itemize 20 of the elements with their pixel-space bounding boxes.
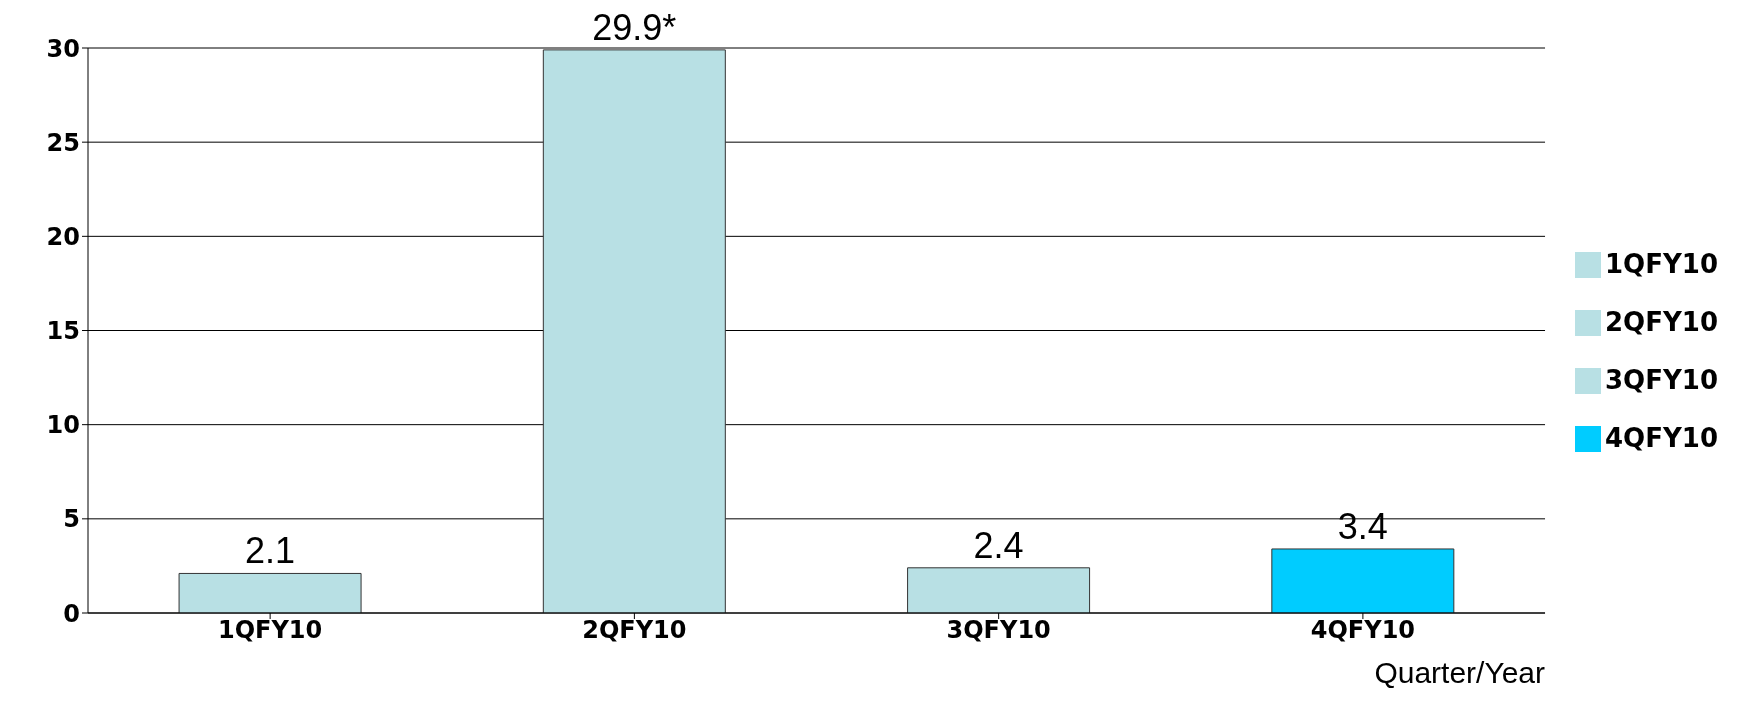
x-tick-label: 1QFY10	[217, 616, 323, 645]
x-tick-label: 4QFY10	[1310, 616, 1416, 645]
data-label: 2.1	[245, 530, 296, 572]
legend-label: 1QFY10	[1605, 248, 1718, 279]
y-tick-label: 10	[46, 411, 80, 440]
y-tick-label: 25	[46, 128, 80, 157]
legend-label: 4QFY10	[1605, 422, 1718, 453]
data-label: 2.4	[973, 524, 1024, 566]
x-tick-label: 3QFY10	[946, 616, 1051, 645]
x-tick-label: 2QFY10	[582, 616, 687, 645]
data-label: 3.4	[1337, 505, 1388, 547]
y-tick-label: 20	[46, 222, 80, 251]
legend-label: 2QFY10	[1605, 306, 1718, 337]
legend-label: 3QFY10	[1605, 364, 1718, 395]
y-tick-label: 30	[46, 34, 80, 63]
y-tick-label: 5	[63, 505, 80, 534]
x-axis-title: Quarter/Year	[1374, 656, 1546, 689]
y-tick-label: 15	[46, 317, 80, 346]
y-tick-label: 0	[63, 599, 80, 628]
data-label: 29.9*	[592, 6, 677, 48]
